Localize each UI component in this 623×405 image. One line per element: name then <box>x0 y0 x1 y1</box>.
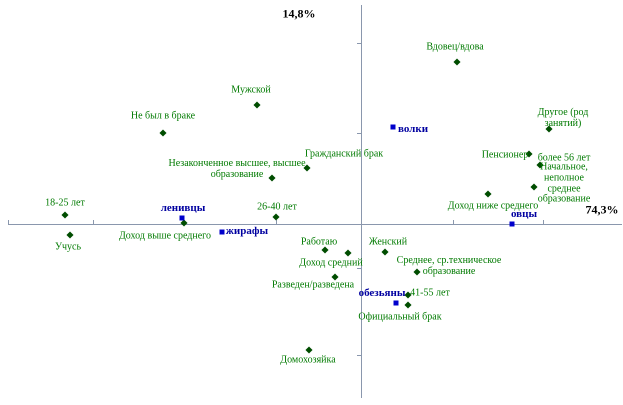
category-point-marker <box>159 129 167 137</box>
y-axis-tick <box>357 268 361 269</box>
vertical-axis-line <box>361 5 362 398</box>
category-label: 41-55 лет <box>410 287 450 299</box>
category-point-marker <box>404 301 412 309</box>
category-point-marker <box>344 249 352 257</box>
category-point-marker <box>305 346 313 354</box>
category-label: Официальный брак <box>358 311 442 323</box>
category-label: Разведен/разведена <box>271 279 355 291</box>
horizontal-axis-percent-label: 74,3% <box>585 202 619 217</box>
cluster-label: жирафы <box>225 225 269 238</box>
category-label: Незаконченное высшее, высшее образование <box>168 158 306 180</box>
category-label: Среднее, ср.техническое образование <box>396 255 502 277</box>
category-label: Доход ниже среднего <box>447 200 539 212</box>
category-point-marker <box>484 190 492 198</box>
category-label: Другое (род занятий) <box>537 107 589 129</box>
x-axis-tick <box>8 220 9 224</box>
cluster-label: обезьяны <box>358 287 406 300</box>
cluster-point-marker <box>179 215 185 221</box>
category-label: Работаю <box>300 236 338 248</box>
horizontal-axis-line <box>8 224 622 225</box>
cluster-label: ленивцы <box>160 202 206 215</box>
category-point-marker <box>66 231 74 239</box>
category-label: Доход выше среднего <box>118 230 212 242</box>
cluster-point-marker <box>390 124 396 130</box>
cluster-label: овцы <box>510 208 538 221</box>
category-label: Доход средний <box>299 257 363 269</box>
category-point-marker <box>272 213 280 221</box>
category-label: более 56 лет <box>537 152 591 164</box>
y-axis-tick <box>357 355 361 356</box>
category-label: Мужской <box>231 84 271 96</box>
vertical-axis-percent-label: 14,8% <box>282 6 316 21</box>
category-label: Вдовец/вдова <box>426 41 484 53</box>
category-point-marker <box>180 219 188 227</box>
category-point-marker <box>61 211 69 219</box>
cluster-point-marker <box>393 300 399 306</box>
x-axis-tick <box>543 220 544 224</box>
cluster-label: волки <box>397 123 429 136</box>
y-axis-tick <box>357 43 361 44</box>
cluster-point-marker <box>219 229 225 235</box>
category-point-marker <box>381 248 389 256</box>
category-label: Женский <box>368 236 408 248</box>
category-label: Пенсионер <box>481 149 529 161</box>
category-label: 26-40 лет <box>257 201 297 213</box>
category-point-marker <box>253 101 261 109</box>
category-label: Начальное, неполное среднее образование <box>537 161 591 205</box>
category-point-marker <box>453 58 461 66</box>
category-label: Домохозяйка <box>280 354 336 366</box>
cluster-point-marker <box>509 221 515 227</box>
y-axis-tick <box>357 133 361 134</box>
category-label: Гражданский брак <box>304 148 384 160</box>
x-axis-tick <box>93 220 94 224</box>
category-label: Учусь <box>54 241 82 253</box>
x-axis-tick <box>276 220 277 224</box>
category-label: 18-25 лет <box>45 197 85 209</box>
category-label: Не был в браке <box>130 110 196 122</box>
x-axis-tick <box>453 220 454 224</box>
